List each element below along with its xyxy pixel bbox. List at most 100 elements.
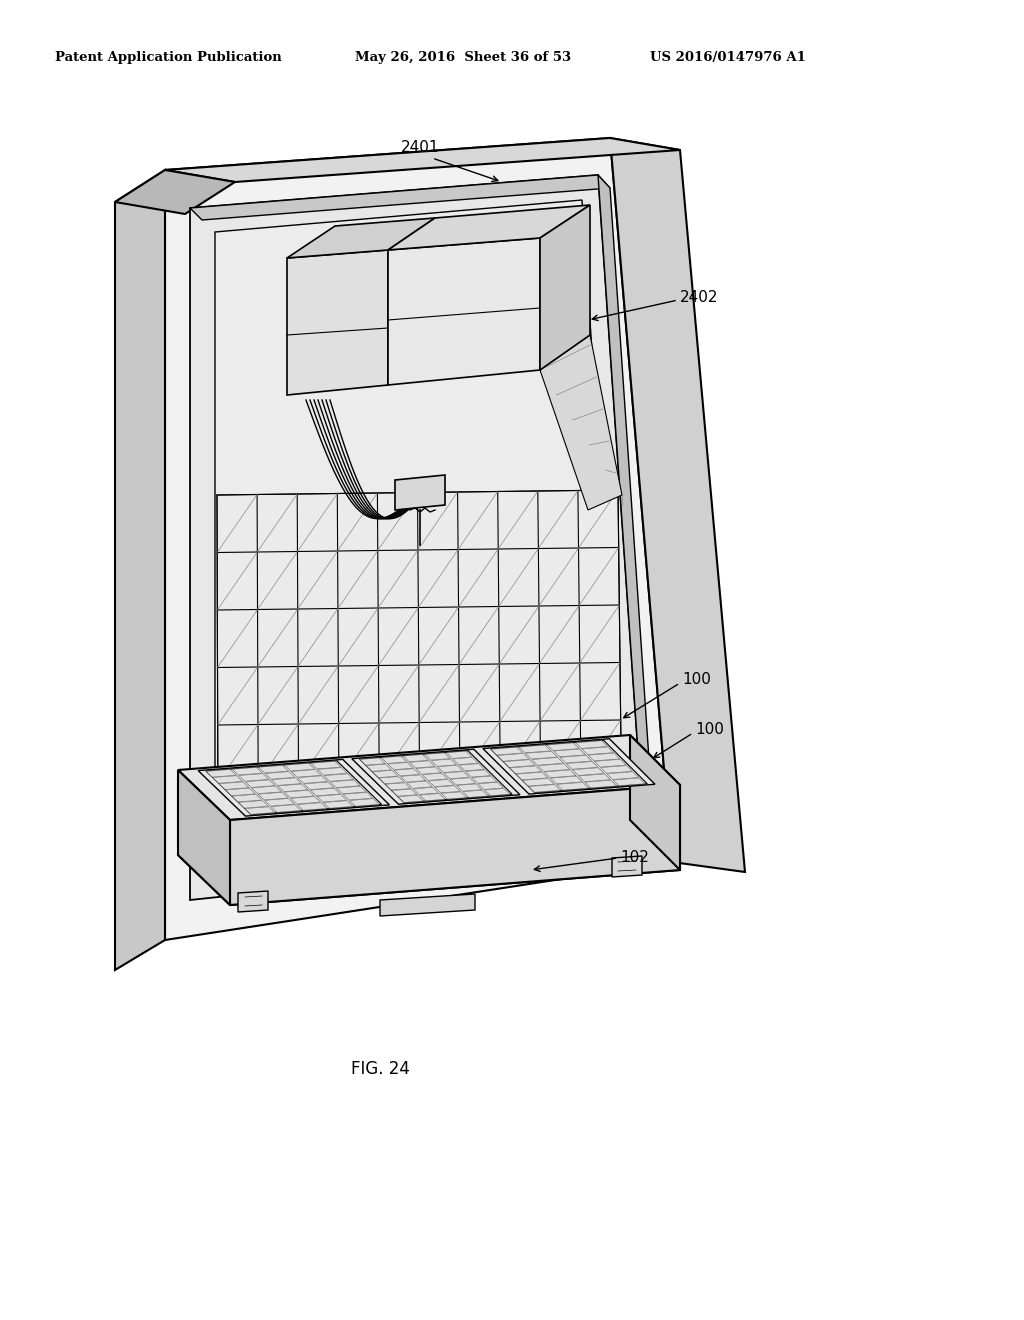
Polygon shape (206, 760, 382, 814)
Polygon shape (545, 770, 575, 777)
Polygon shape (483, 739, 655, 795)
Polygon shape (349, 799, 379, 807)
Polygon shape (540, 205, 590, 370)
Polygon shape (554, 750, 586, 756)
Polygon shape (466, 770, 490, 777)
Polygon shape (490, 741, 647, 792)
Polygon shape (331, 780, 360, 788)
Polygon shape (311, 762, 341, 770)
Polygon shape (403, 755, 428, 762)
Polygon shape (359, 751, 512, 803)
Polygon shape (190, 176, 610, 220)
Polygon shape (291, 796, 321, 804)
Polygon shape (588, 754, 620, 760)
Polygon shape (414, 787, 438, 795)
Polygon shape (612, 855, 642, 876)
Polygon shape (285, 763, 314, 771)
Polygon shape (551, 776, 583, 784)
Polygon shape (540, 335, 622, 510)
Polygon shape (352, 750, 520, 804)
Polygon shape (385, 783, 411, 789)
Polygon shape (630, 735, 680, 870)
Polygon shape (519, 744, 551, 752)
Polygon shape (451, 777, 475, 785)
Polygon shape (388, 238, 540, 385)
Polygon shape (429, 779, 454, 787)
Polygon shape (400, 775, 426, 783)
Polygon shape (560, 755, 592, 763)
Polygon shape (265, 772, 295, 779)
Polygon shape (431, 759, 457, 767)
Polygon shape (566, 762, 598, 770)
Polygon shape (582, 747, 613, 755)
Polygon shape (575, 741, 607, 748)
Polygon shape (579, 774, 610, 781)
Polygon shape (522, 779, 554, 787)
Text: FIG. 24: FIG. 24 (350, 1060, 410, 1078)
Polygon shape (395, 475, 445, 510)
Polygon shape (213, 776, 243, 783)
Text: 100: 100 (682, 672, 711, 688)
Polygon shape (206, 770, 237, 777)
Polygon shape (610, 139, 745, 873)
Polygon shape (165, 139, 680, 182)
Polygon shape (557, 783, 589, 791)
Polygon shape (343, 792, 373, 800)
Polygon shape (285, 791, 314, 797)
Polygon shape (287, 249, 388, 395)
Polygon shape (178, 820, 680, 906)
Polygon shape (215, 201, 624, 882)
Polygon shape (394, 768, 420, 776)
Polygon shape (373, 771, 398, 777)
Polygon shape (199, 759, 389, 816)
Text: 102: 102 (620, 850, 649, 866)
Polygon shape (232, 767, 262, 775)
Polygon shape (607, 772, 639, 780)
Polygon shape (484, 788, 510, 796)
Polygon shape (317, 767, 347, 775)
Text: 100: 100 (695, 722, 724, 738)
Text: 2401: 2401 (400, 140, 439, 154)
Polygon shape (613, 777, 645, 785)
Polygon shape (490, 747, 522, 755)
Polygon shape (379, 776, 404, 784)
Polygon shape (278, 784, 308, 792)
Polygon shape (444, 771, 469, 779)
Polygon shape (271, 805, 301, 812)
Polygon shape (367, 764, 391, 771)
Polygon shape (425, 752, 451, 760)
Polygon shape (478, 783, 504, 789)
Polygon shape (190, 812, 620, 862)
Polygon shape (601, 766, 632, 774)
Text: 2402: 2402 (680, 290, 719, 305)
Polygon shape (238, 891, 268, 912)
Polygon shape (115, 170, 165, 970)
Polygon shape (271, 777, 301, 785)
Polygon shape (453, 758, 478, 764)
Polygon shape (382, 756, 407, 763)
Polygon shape (291, 770, 322, 777)
Polygon shape (457, 784, 481, 791)
Polygon shape (115, 170, 234, 214)
Polygon shape (594, 759, 626, 767)
Polygon shape (252, 787, 282, 793)
Polygon shape (407, 781, 432, 788)
Polygon shape (219, 781, 249, 789)
Polygon shape (388, 763, 413, 770)
Polygon shape (359, 758, 385, 766)
Polygon shape (398, 795, 423, 803)
Polygon shape (416, 767, 441, 775)
Polygon shape (528, 784, 560, 792)
Polygon shape (388, 205, 590, 249)
Polygon shape (239, 774, 268, 781)
Polygon shape (472, 776, 497, 783)
Polygon shape (264, 799, 295, 807)
Polygon shape (259, 766, 289, 774)
Polygon shape (446, 751, 472, 759)
Polygon shape (548, 743, 580, 751)
Polygon shape (287, 218, 435, 257)
Polygon shape (178, 735, 680, 820)
Polygon shape (298, 776, 328, 783)
Polygon shape (324, 774, 353, 781)
Polygon shape (525, 751, 557, 759)
